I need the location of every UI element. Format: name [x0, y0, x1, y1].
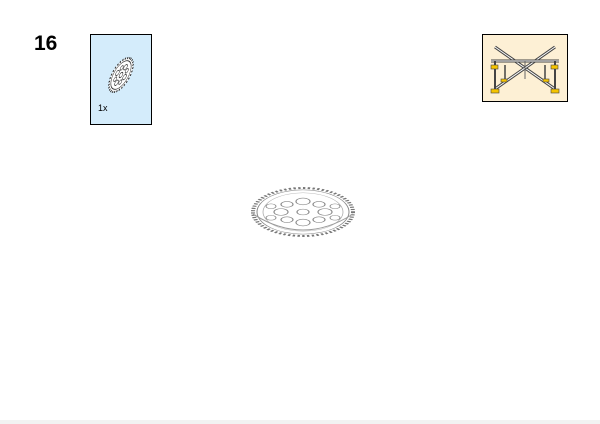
cross-frame-assembly-icon — [490, 45, 560, 94]
gear-40-tooth-icon — [251, 187, 355, 237]
parts-list-callout: 1x — [90, 34, 152, 125]
step-number: 16 — [34, 32, 58, 55]
page-bottom-rule — [0, 420, 600, 424]
part-quantity: 1x — [98, 103, 108, 113]
gear-40-tooth-icon — [108, 56, 134, 94]
submodel-preview — [482, 34, 568, 102]
model-view — [248, 180, 358, 249]
